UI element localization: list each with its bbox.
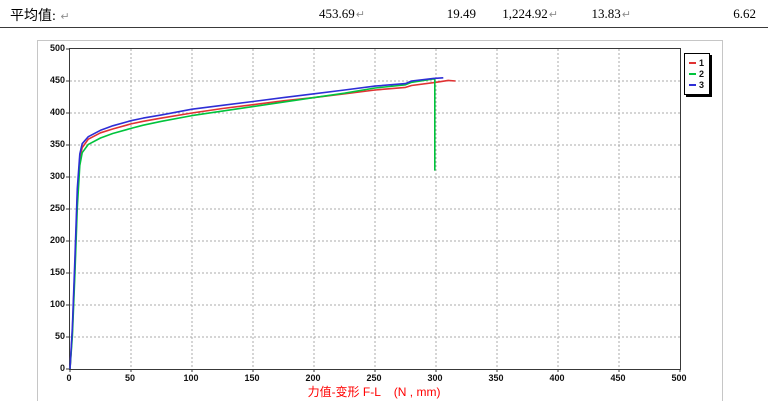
y-tick-label: 450 bbox=[49, 75, 65, 85]
average-value: 19.49 bbox=[446, 6, 476, 21]
legend-label: 1 bbox=[699, 58, 705, 68]
legend-dash-icon bbox=[689, 73, 696, 75]
x-tick-label: 250 bbox=[366, 373, 382, 383]
legend-item: 1 bbox=[689, 58, 704, 68]
legend-item: 3 bbox=[689, 80, 704, 90]
x-tick-label: 300 bbox=[427, 373, 443, 383]
return-mark-icon: ↵ bbox=[60, 10, 70, 23]
average-label: 平均值: ↵ bbox=[10, 5, 70, 25]
curve-1 bbox=[69, 79, 456, 370]
y-tick-label: 300 bbox=[49, 171, 65, 181]
chart-panel: 0 50 100 150 200 250 300 350 400 450 500 0 50 100 150… bbox=[37, 40, 723, 401]
average-value: 6.62 bbox=[733, 6, 756, 21]
average-label-text: 平均值: bbox=[10, 9, 56, 24]
x-tick-label: 450 bbox=[610, 373, 626, 383]
y-tick-label: 0 bbox=[59, 363, 65, 373]
legend-label: 2 bbox=[699, 69, 705, 79]
x-tick-label: 0 bbox=[66, 373, 72, 383]
y-tick-label: 150 bbox=[49, 267, 65, 277]
average-value: 1,224.92 bbox=[502, 6, 548, 21]
y-tick-label: 200 bbox=[49, 235, 65, 245]
average-value-cell: 19.49 bbox=[357, 6, 477, 22]
y-tick-label: 350 bbox=[49, 139, 65, 149]
y-tick-label: 400 bbox=[49, 107, 65, 117]
x-tick-label: 200 bbox=[305, 373, 321, 383]
x-tick-label: 150 bbox=[244, 373, 260, 383]
average-row: 平均值: ↵ 453.69↵ 19.49 1,224.92↵ 13.83↵ 6.… bbox=[0, 0, 768, 28]
return-mark-icon bbox=[756, 8, 757, 21]
x-tick-label: 50 bbox=[124, 373, 135, 383]
x-tick-label: 350 bbox=[488, 373, 504, 383]
return-mark-icon: ↵ bbox=[355, 8, 365, 21]
y-tick-label: 250 bbox=[49, 203, 65, 213]
y-tick-label: 50 bbox=[54, 331, 65, 341]
x-tick-label: 500 bbox=[671, 373, 687, 383]
legend-item: 2 bbox=[689, 69, 704, 79]
y-tick-label: 100 bbox=[49, 299, 65, 309]
curve-3 bbox=[69, 77, 444, 370]
average-value-cell: 1,224.92↵ bbox=[438, 6, 558, 22]
average-value-cell: 6.62 bbox=[637, 6, 757, 22]
return-mark-icon: ↵ bbox=[621, 8, 631, 21]
plot-area bbox=[66, 48, 681, 372]
average-value-cell: 13.83↵ bbox=[511, 6, 631, 22]
legend-label: 3 bbox=[699, 80, 705, 90]
x-tick-label: 100 bbox=[183, 373, 199, 383]
grid bbox=[66, 48, 681, 372]
average-value-cell: 453.69↵ bbox=[245, 6, 365, 22]
x-tick-label: 400 bbox=[549, 373, 565, 383]
return-mark-icon: ↵ bbox=[548, 8, 558, 21]
y-tick-label: 500 bbox=[49, 43, 65, 53]
plot-canvas bbox=[66, 48, 681, 372]
x-axis-title: 力值-变形 F-L (N , mm) bbox=[307, 385, 441, 399]
legend-dash-icon bbox=[689, 62, 696, 64]
average-value: 13.83 bbox=[591, 6, 621, 21]
average-value: 453.69 bbox=[319, 6, 355, 21]
curve-2 bbox=[69, 78, 436, 370]
legend-dash-icon bbox=[689, 84, 696, 86]
